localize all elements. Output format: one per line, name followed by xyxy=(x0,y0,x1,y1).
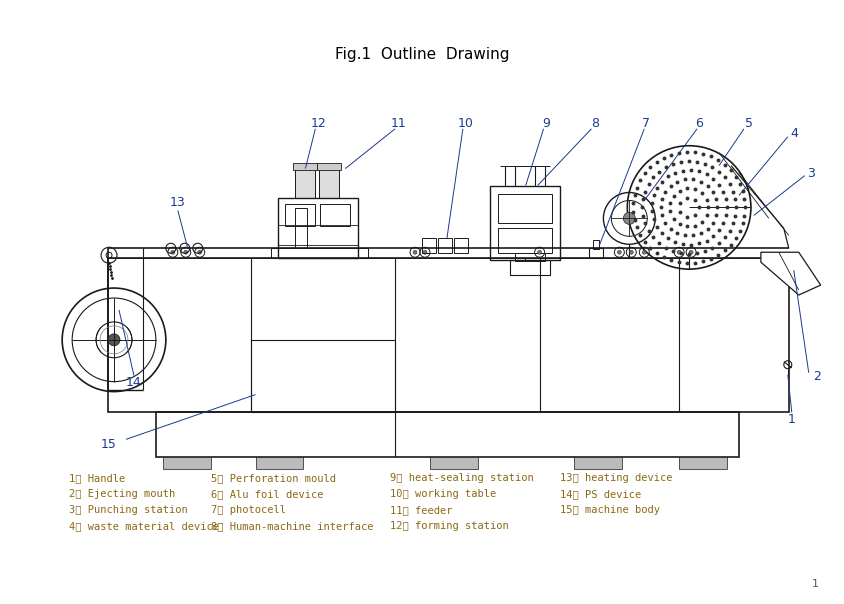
Text: 5， Perforation mould: 5， Perforation mould xyxy=(210,473,335,483)
Text: 14， PS device: 14， PS device xyxy=(559,489,640,499)
Bar xyxy=(497,228,551,253)
Bar xyxy=(319,169,339,199)
Bar xyxy=(293,162,317,170)
Circle shape xyxy=(170,250,175,254)
Bar xyxy=(453,239,468,253)
Circle shape xyxy=(183,250,187,254)
Text: 12: 12 xyxy=(310,117,326,130)
Text: 1: 1 xyxy=(787,413,795,426)
Bar xyxy=(317,162,341,170)
Circle shape xyxy=(617,250,620,254)
Text: 10， working table: 10， working table xyxy=(390,489,495,499)
Text: 6， Alu foil device: 6， Alu foil device xyxy=(210,489,322,499)
Text: 14: 14 xyxy=(126,376,142,389)
Text: 13， heating device: 13， heating device xyxy=(559,473,671,483)
Circle shape xyxy=(629,250,632,254)
Text: Fig.1  Outline  Drawing: Fig.1 Outline Drawing xyxy=(334,47,509,62)
Text: 4: 4 xyxy=(790,127,798,140)
Bar xyxy=(295,208,307,248)
Circle shape xyxy=(108,334,120,346)
Bar xyxy=(255,457,303,469)
Bar xyxy=(320,204,349,226)
Text: 9: 9 xyxy=(542,117,550,130)
Circle shape xyxy=(689,250,692,254)
Circle shape xyxy=(413,250,417,254)
Bar xyxy=(509,260,549,275)
Bar xyxy=(497,193,551,223)
Bar xyxy=(589,248,603,258)
Text: 1， Handle: 1， Handle xyxy=(69,473,125,483)
Circle shape xyxy=(623,213,635,224)
Bar xyxy=(437,239,452,253)
Text: 9， heat-sealing station: 9， heat-sealing station xyxy=(390,473,533,483)
Text: 2， Ejecting mouth: 2， Ejecting mouth xyxy=(69,489,176,499)
Text: 15， machine body: 15， machine body xyxy=(559,505,659,515)
Bar xyxy=(163,457,210,469)
Bar xyxy=(285,204,315,226)
Text: 8: 8 xyxy=(591,117,598,130)
Text: 7， photocell: 7， photocell xyxy=(210,505,285,515)
Bar xyxy=(490,185,559,260)
Bar xyxy=(155,413,738,457)
Bar xyxy=(592,240,598,249)
Bar xyxy=(251,340,395,413)
Bar xyxy=(430,457,477,469)
Circle shape xyxy=(423,250,426,254)
Text: 6: 6 xyxy=(695,117,702,130)
Text: 4， waste material device: 4， waste material device xyxy=(69,521,219,531)
Text: 2: 2 xyxy=(812,370,820,383)
Text: 3: 3 xyxy=(806,167,814,180)
Circle shape xyxy=(676,250,680,254)
Bar xyxy=(679,457,726,469)
Bar xyxy=(514,253,544,261)
Bar xyxy=(421,239,436,253)
Bar xyxy=(295,169,315,199)
Circle shape xyxy=(641,250,646,254)
Polygon shape xyxy=(760,252,820,295)
Text: 15: 15 xyxy=(101,438,116,451)
Text: 10: 10 xyxy=(457,117,473,130)
Text: 11， feeder: 11， feeder xyxy=(390,505,452,515)
Bar xyxy=(108,258,787,413)
Text: 8， Human-machine interface: 8， Human-machine interface xyxy=(210,521,373,531)
Text: 13: 13 xyxy=(170,196,186,209)
Text: 11: 11 xyxy=(390,117,405,130)
Text: 1: 1 xyxy=(811,579,818,589)
Circle shape xyxy=(197,250,202,254)
Text: 5: 5 xyxy=(744,117,752,130)
Text: 3， Punching station: 3， Punching station xyxy=(69,505,187,515)
Bar xyxy=(270,248,368,258)
Bar xyxy=(574,457,621,469)
Bar xyxy=(279,199,358,258)
Text: 12， forming station: 12， forming station xyxy=(390,521,508,531)
Text: 7: 7 xyxy=(641,117,650,130)
Circle shape xyxy=(537,250,541,254)
